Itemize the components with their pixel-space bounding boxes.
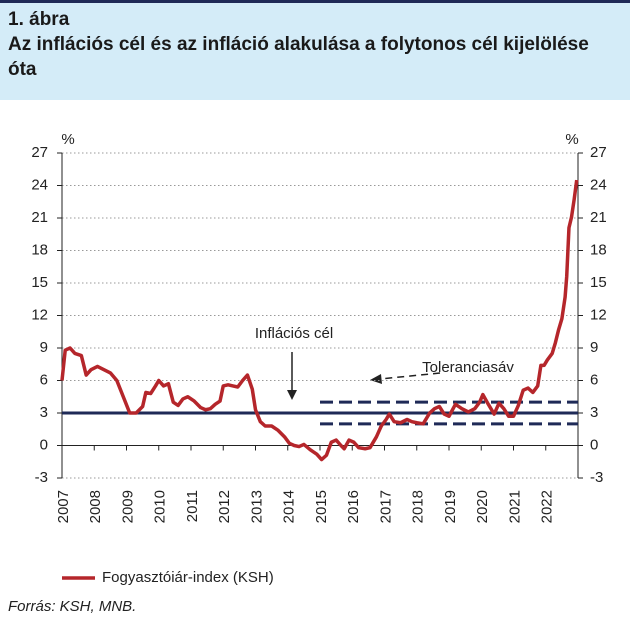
y2-tick-label: 15 xyxy=(590,274,607,291)
y-tick-label: 6 xyxy=(40,371,48,388)
x-tick-label: 2020 xyxy=(474,490,491,523)
x-tick-label: 2015 xyxy=(313,490,330,523)
y-tick-label: -3 xyxy=(35,469,48,486)
target-annotation: Inflációs cél xyxy=(255,325,333,342)
legend-label: Fogyasztóiár-index (KSH) xyxy=(102,569,274,586)
x-tick-label: 2022 xyxy=(539,490,556,523)
y-tick-label: 12 xyxy=(31,306,48,323)
y2-tick-label: 21 xyxy=(590,209,607,226)
y2-tick-label: 12 xyxy=(590,306,607,323)
x-tick-label: 2013 xyxy=(248,490,265,523)
y-tick-label: 0 xyxy=(40,436,48,453)
y-tick-label: 24 xyxy=(31,176,48,193)
y2-tick-label: -3 xyxy=(590,469,603,486)
x-tick-label: 2009 xyxy=(119,490,136,523)
x-tick-label: 2007 xyxy=(55,490,72,523)
band-annotation: Toleranciasáv xyxy=(422,359,514,376)
y-tick-label: 15 xyxy=(31,274,48,291)
x-tick-label: 2008 xyxy=(87,490,104,523)
y2-tick-label: 9 xyxy=(590,339,598,356)
y-tick-label: 27 xyxy=(31,144,48,161)
x-tick-label: 2017 xyxy=(377,490,394,523)
header: 1. ábra Az inflációs cél és az infláció … xyxy=(0,0,630,100)
x-tick-label: 2014 xyxy=(281,490,298,523)
y-tick-label: 21 xyxy=(31,209,48,226)
y2-axis-label: % xyxy=(565,131,578,148)
y2-tick-label: 27 xyxy=(590,144,607,161)
y-tick-label: 3 xyxy=(40,404,48,421)
y2-tick-label: 0 xyxy=(590,436,598,453)
band-arrow xyxy=(379,372,441,380)
y2-tick-label: 18 xyxy=(590,241,607,258)
y2-tick-label: 3 xyxy=(590,404,598,421)
x-tick-label: 2019 xyxy=(442,490,459,523)
x-tick-label: 2018 xyxy=(410,490,427,523)
target-arrowhead xyxy=(287,390,297,400)
x-tick-label: 2016 xyxy=(345,490,362,523)
x-tick-label: 2021 xyxy=(506,490,523,523)
y-tick-label: 9 xyxy=(40,339,48,356)
y2-tick-label: 24 xyxy=(590,176,607,193)
source: Forrás: KSH, MNB. xyxy=(8,598,136,615)
y-tick-label: 18 xyxy=(31,241,48,258)
chart-title: 1. ábra xyxy=(8,9,70,30)
band-arrowhead xyxy=(370,374,382,384)
y2-tick-label: 6 xyxy=(590,371,598,388)
x-tick-label: 2012 xyxy=(216,490,233,523)
y-axis-label: % xyxy=(61,131,74,148)
chart-subtitle: Az inflációs cél és az infláció alakulás… xyxy=(8,34,589,80)
x-tick-label: 2011 xyxy=(184,490,201,522)
x-tick-label: 2010 xyxy=(152,490,169,523)
data-line xyxy=(60,179,579,462)
